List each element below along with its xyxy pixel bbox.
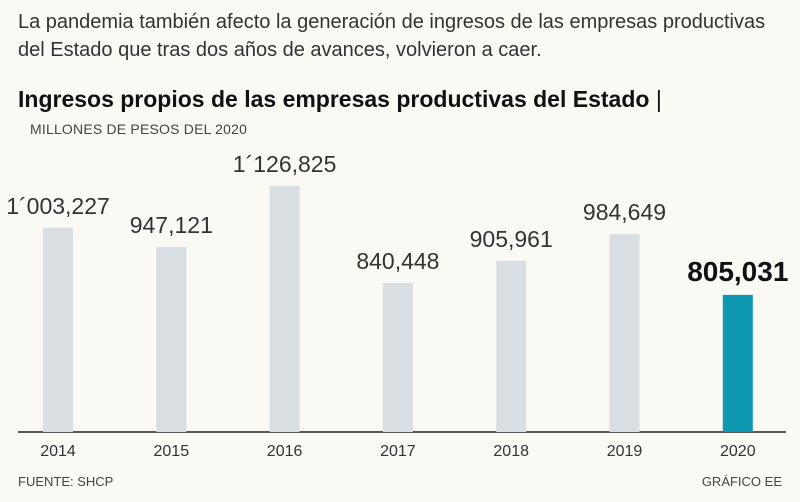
data-label-2015: 947,121	[130, 212, 213, 238]
data-label-2020: 805,031	[687, 256, 788, 287]
bar-2017	[382, 282, 413, 432]
bar-2019	[609, 234, 640, 432]
bar-2020	[722, 294, 753, 432]
intro-text: La pandemia también afecto la generación…	[18, 11, 766, 61]
data-label-2014: 1´003,227	[6, 193, 110, 219]
data-label-2019: 984,649	[583, 199, 666, 225]
x-tick-2016: 2016	[267, 443, 303, 460]
chart-title: Ingresos propios de las empresas product…	[18, 86, 662, 113]
bar-2016	[269, 186, 300, 432]
chart-title-text: Ingresos propios de las empresas product…	[18, 86, 650, 112]
source-note: FUENTE: SHCP	[18, 474, 114, 489]
chart-subtitle: MILLONES DE PESOS DEL 2020	[30, 121, 248, 137]
data-label-2018: 905,961	[470, 226, 553, 252]
x-tick-2018: 2018	[493, 443, 529, 460]
data-label-2017: 840,448	[356, 248, 439, 274]
graphic-credit: GRÁFICO EE	[701, 474, 782, 489]
x-tick-2019: 2019	[607, 443, 643, 460]
x-tick-2015: 2015	[154, 443, 190, 460]
x-tick-2014: 2014	[40, 443, 76, 460]
data-label-2016: 1´126,825	[233, 151, 337, 177]
bar-2014	[43, 227, 73, 432]
x-tick-2020: 2020	[720, 443, 756, 460]
bar-2018	[496, 260, 527, 432]
x-tick-2017: 2017	[380, 443, 416, 460]
chart-title-separator: |	[655, 86, 662, 112]
bar-2015	[156, 246, 187, 432]
